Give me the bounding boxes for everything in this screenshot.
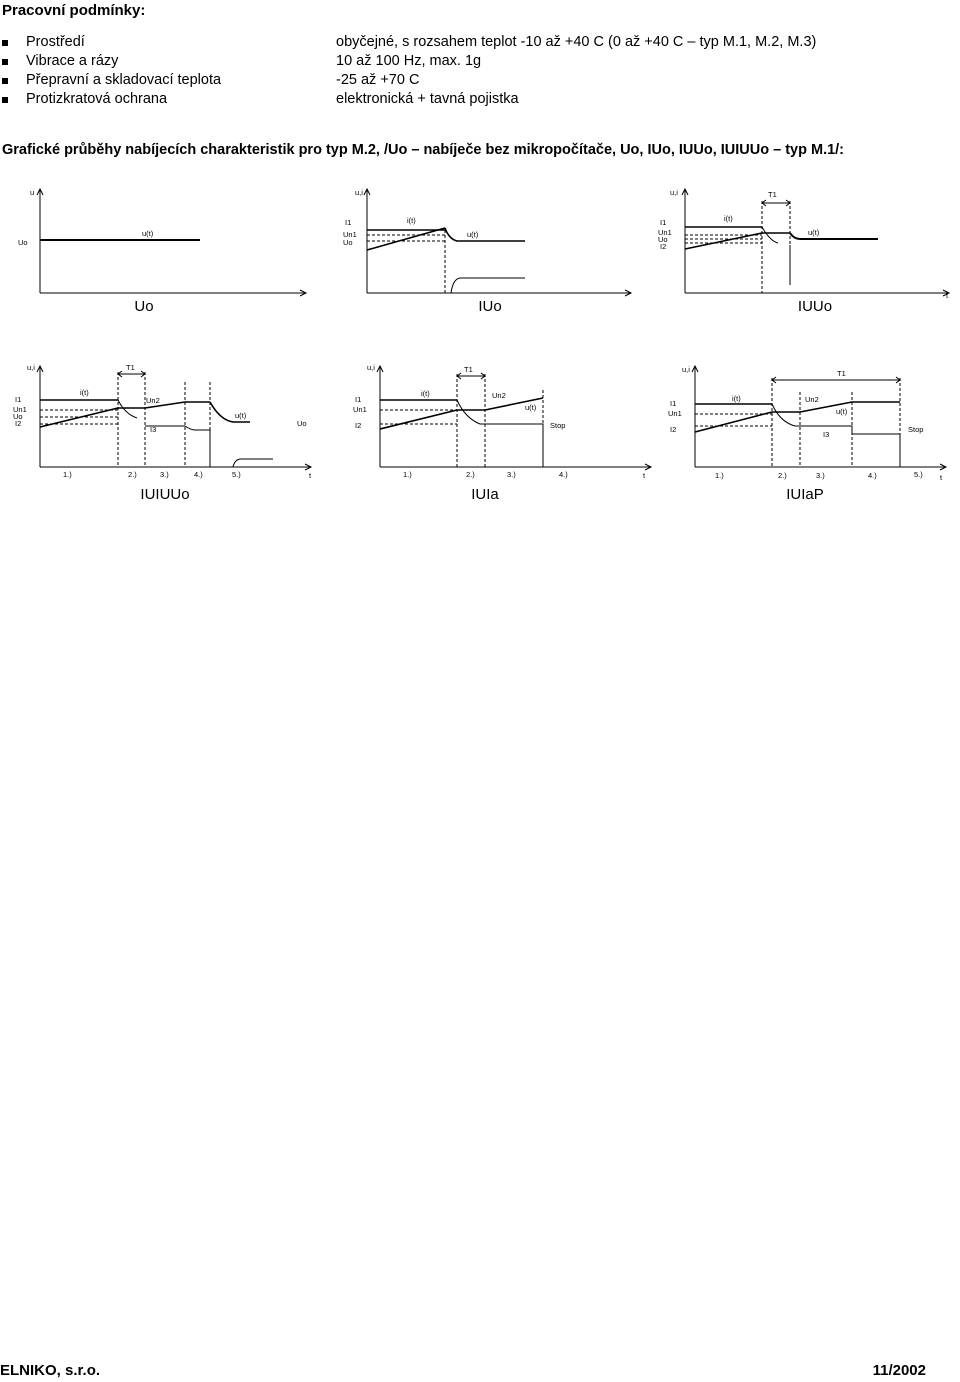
t1-label: T1: [126, 363, 135, 372]
i2-label: I2: [670, 425, 676, 434]
i1-label: I1: [355, 395, 361, 404]
axis-y-label: u,i: [355, 188, 363, 197]
phase-label: 1.): [715, 471, 724, 480]
stop-label: Stop: [550, 421, 565, 430]
i3-label: I3: [823, 430, 829, 439]
uo-label: Uo: [18, 238, 28, 247]
condition-label: Protizkratová ochrana: [26, 91, 168, 107]
phase-label: 2.): [778, 471, 787, 480]
u-t-label: u(t): [142, 229, 154, 238]
condition-value: 10 až 100 Hz, max. 1g: [336, 53, 482, 69]
u-t-label: u(t): [525, 403, 537, 412]
t1-label: T1: [837, 369, 846, 378]
condition-label: Přepravní a skladovací teplota: [26, 72, 222, 88]
i3-label: I3: [150, 425, 156, 434]
i-t-label: i(t): [80, 388, 89, 397]
i2-label: I2: [15, 419, 21, 428]
condition-row: Prostředí obyčejné, s rozsahem teplot -1…: [0, 34, 960, 53]
u-t-label: u(t): [836, 407, 848, 416]
un1-label: Un1: [13, 405, 27, 414]
un1-label: Un1: [658, 228, 672, 237]
uo-label: Uo: [343, 238, 353, 247]
axis-t-label: t: [309, 471, 312, 480]
phase-label: 4.): [194, 470, 203, 479]
footer-date: 11/2002: [872, 1362, 926, 1379]
phase-label: 4.): [559, 470, 568, 479]
axis-t-label: t: [946, 291, 949, 300]
caption-iuo: IUo: [478, 298, 502, 315]
condition-value: obyčejné, s rozsahem teplot -10 až +40 C…: [336, 34, 817, 50]
axis-y-label: u,i: [682, 365, 690, 374]
i-t-label: i(t): [421, 389, 430, 398]
diagram-uo: u Uo u(t): [18, 187, 308, 297]
axis-y-label: u,i: [670, 188, 678, 197]
bullet-icon: [2, 40, 8, 46]
caption-uo: Uo: [134, 298, 154, 315]
un2-label: Un2: [146, 396, 160, 405]
i2-label: I2: [660, 242, 666, 251]
axis-y-label: u,i: [367, 363, 375, 372]
condition-value: -25 až +70 C: [336, 72, 420, 88]
caption-iuiuuo: IUIUUo: [140, 486, 190, 503]
page-heading: Pracovní podmínky:: [2, 2, 146, 19]
axis-t-label: t: [643, 471, 646, 480]
phase-label: 1.): [63, 470, 72, 479]
bullet-icon: [2, 59, 8, 65]
condition-value: elektronická + tavná pojistka: [336, 91, 519, 107]
caption-iuuo: IUUo: [797, 298, 833, 315]
phase-label: 1.): [403, 470, 412, 479]
stop-label: Stop: [908, 425, 923, 434]
uo-end-label: Uo: [297, 419, 307, 428]
conditions-list: Prostředí obyčejné, s rozsahem teplot -1…: [0, 34, 960, 110]
diagram-iuiuuo: u,i T1 I1 Un1 Uo I2 i(t) Un2 I3 u(t) Uo …: [13, 363, 313, 480]
section-subheading: Grafické průběhy nabíjecích charakterist…: [2, 142, 845, 158]
un1-label: Un1: [353, 405, 367, 414]
uo-label: Uo: [658, 235, 668, 244]
bullet-icon: [2, 97, 8, 103]
phase-label: 4.): [868, 471, 877, 480]
diagram-iuuo: u,i T1 I1 Un1 Uo I2 i(t) u(t) t: [658, 187, 951, 300]
caption-iuiap: IUIaP: [786, 486, 824, 503]
condition-row: Přepravní a skladovací teplota -25 až +7…: [0, 72, 960, 91]
diagram-iuia: u,i T1 I1 Un1 I2 i(t) Un2 u(t) Stop 1.) …: [353, 363, 653, 480]
u-t-label: u(t): [235, 411, 247, 420]
t1-label: T1: [768, 190, 777, 199]
phase-label: 2.): [128, 470, 137, 479]
i-t-label: i(t): [724, 214, 733, 223]
condition-label: Prostředí: [26, 34, 85, 50]
i1-label: I1: [15, 395, 21, 404]
axis-t-label: t: [940, 473, 943, 482]
condition-row: Protizkratová ochrana elektronická + tav…: [0, 91, 960, 110]
i-t-label: i(t): [732, 394, 741, 403]
i1-label: I1: [345, 218, 351, 227]
un1-label: Un1: [343, 230, 357, 239]
u-t-label: u(t): [808, 228, 820, 237]
phase-label: 5.): [232, 470, 241, 479]
t1-label: T1: [464, 365, 473, 374]
i1-label: I1: [660, 218, 666, 227]
phase-label: 2.): [466, 470, 475, 479]
phase-label: 3.): [816, 471, 825, 480]
caption-iuia: IUIa: [471, 486, 499, 503]
phase-label: 5.): [914, 470, 923, 479]
axis-y-label: u,i: [27, 363, 35, 372]
i1-label: I1: [670, 399, 676, 408]
un1-label: Un1: [668, 409, 682, 418]
uo-label: Uo: [13, 412, 23, 421]
u-t-label: u(t): [467, 230, 479, 239]
diagram-iuo: I1 Un1 Uo u,i i(t) u(t): [343, 187, 633, 297]
condition-label: Vibrace a rázy: [26, 53, 119, 69]
un2-label: Un2: [805, 395, 819, 404]
phase-label: 3.): [507, 470, 516, 479]
footer-company: ELNIKO, s.r.o.: [0, 1362, 101, 1379]
phase-label: 3.): [160, 470, 169, 479]
i2-label: I2: [355, 421, 361, 430]
diagram-iuiap: u,i T1 I1 Un1 I2 i(t) Un2 I3 u(t) Stop 1…: [668, 364, 948, 482]
axis-y-label: u: [30, 188, 34, 197]
un2-label: Un2: [492, 391, 506, 400]
i-t-label: i(t): [407, 216, 416, 225]
condition-row: Vibrace a rázy 10 až 100 Hz, max. 1g: [0, 53, 960, 72]
bullet-icon: [2, 78, 8, 84]
